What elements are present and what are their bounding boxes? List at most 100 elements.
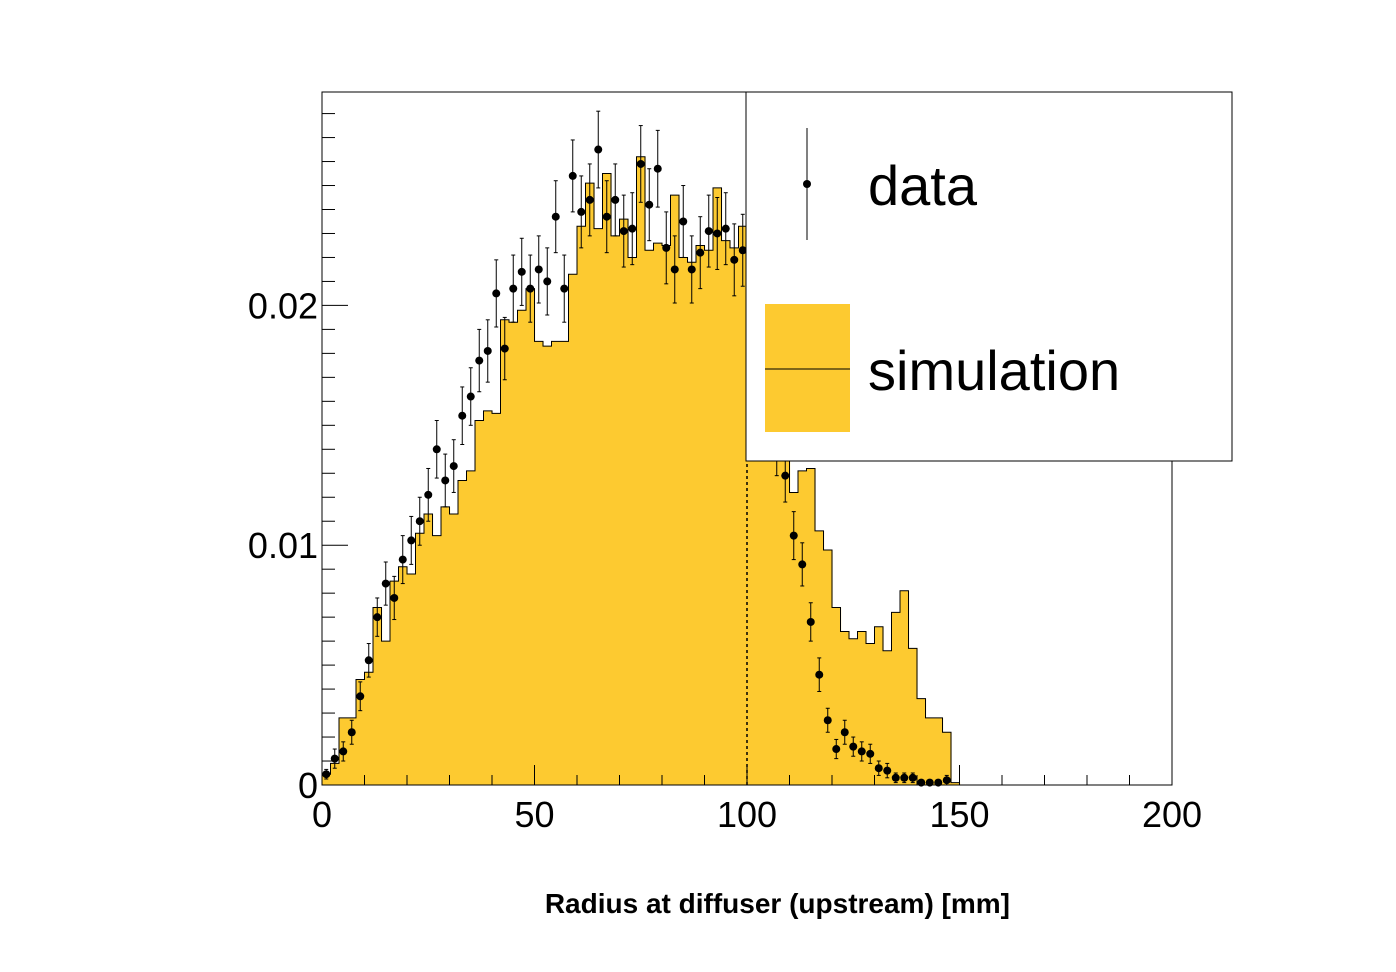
data-marker (645, 200, 654, 209)
data-marker (866, 749, 875, 758)
data-marker (908, 773, 917, 782)
simulation-bar (679, 257, 689, 785)
data-marker (517, 267, 526, 276)
data-point (883, 762, 892, 779)
data-marker (721, 224, 730, 233)
data-marker (415, 517, 424, 526)
simulation-bar (381, 641, 391, 785)
simulation-bar (322, 774, 332, 785)
x-tick-label: 0 (312, 794, 332, 835)
simulation-bar (619, 219, 629, 785)
simulation-bar (628, 257, 638, 785)
data-point (594, 110, 603, 189)
simulation-bar (772, 403, 782, 785)
data-point (466, 367, 475, 426)
x-tick-label: 100 (717, 794, 777, 835)
data-point (619, 194, 628, 268)
data-marker (364, 656, 373, 665)
simulation-bar (662, 245, 672, 785)
simulation-bar (874, 626, 884, 785)
simulation-bar (526, 288, 536, 785)
data-point (432, 420, 441, 479)
data-marker (832, 745, 841, 754)
simulation-bar (738, 226, 748, 785)
data-marker (891, 773, 900, 782)
data-marker (398, 555, 407, 564)
simulation-bar (458, 480, 468, 785)
data-point (551, 180, 560, 254)
data-point (500, 316, 509, 381)
data-marker (568, 171, 577, 180)
y-tick-label: 0 (298, 765, 318, 806)
data-point (509, 254, 518, 323)
simulation-bar (832, 607, 842, 785)
data-marker (730, 255, 739, 264)
simulation-bar (466, 470, 476, 785)
simulation-bar (764, 322, 774, 785)
simulation-bar (908, 648, 918, 785)
data-marker (347, 728, 356, 737)
data-point (483, 319, 492, 383)
simulation-bar (483, 410, 493, 785)
data-marker (475, 356, 484, 365)
data-marker (424, 490, 433, 499)
simulation-bar (823, 550, 833, 785)
data-point (645, 168, 654, 242)
data-point (662, 211, 671, 285)
data-marker (900, 773, 909, 782)
data-point (730, 223, 739, 297)
data-point (407, 515, 416, 565)
data-point (832, 738, 841, 760)
data-point (866, 743, 875, 764)
data-point (806, 602, 815, 642)
simulation-bar (398, 566, 408, 785)
data-marker (594, 145, 603, 154)
data-point (543, 247, 552, 316)
data-point (687, 235, 696, 304)
legend-label-simulation: simulation (868, 339, 1120, 402)
simulation-bar (755, 228, 765, 786)
data-point (738, 213, 747, 287)
data-marker (407, 536, 416, 545)
y-axis-tick-labels: 0 0.01 0.02 (248, 285, 318, 806)
y-tick-label: 0.02 (248, 285, 318, 326)
data-marker (466, 392, 475, 401)
data-point (492, 259, 501, 328)
data-marker (883, 766, 892, 775)
simulation-bar (730, 247, 740, 785)
data-point (517, 237, 526, 306)
data-point (815, 657, 824, 692)
simulation-bar (781, 446, 791, 785)
simulation-bar (509, 322, 519, 785)
simulation-bar (347, 717, 357, 785)
x-axis-title: Radius at diffuser (upstream) [mm] (545, 888, 1010, 919)
data-marker (619, 227, 628, 236)
simulation-bar (645, 250, 655, 786)
data-point (526, 254, 535, 323)
data-marker (670, 265, 679, 274)
data-point (339, 741, 348, 762)
simulation-bar (594, 228, 604, 786)
simulation-bar (917, 698, 927, 785)
data-point (398, 535, 407, 585)
x-tick-label: 150 (929, 794, 989, 835)
data-marker (526, 284, 535, 293)
data-marker (560, 284, 569, 293)
data-marker (543, 277, 552, 286)
data-marker (713, 229, 722, 238)
simulation-bar (585, 183, 595, 786)
data-marker (687, 265, 696, 274)
data-marker (339, 747, 348, 756)
data-point (857, 741, 866, 762)
simulation-bar (942, 732, 952, 785)
data-marker (551, 212, 560, 221)
simulation-bar (636, 156, 646, 785)
data-point (577, 175, 586, 249)
simulation-bar (891, 612, 901, 785)
simulation-bar (500, 319, 510, 785)
data-point (713, 197, 722, 270)
data-marker (534, 265, 543, 274)
data-marker (492, 289, 501, 298)
data-marker (322, 770, 331, 779)
simulation-bar (653, 243, 663, 785)
